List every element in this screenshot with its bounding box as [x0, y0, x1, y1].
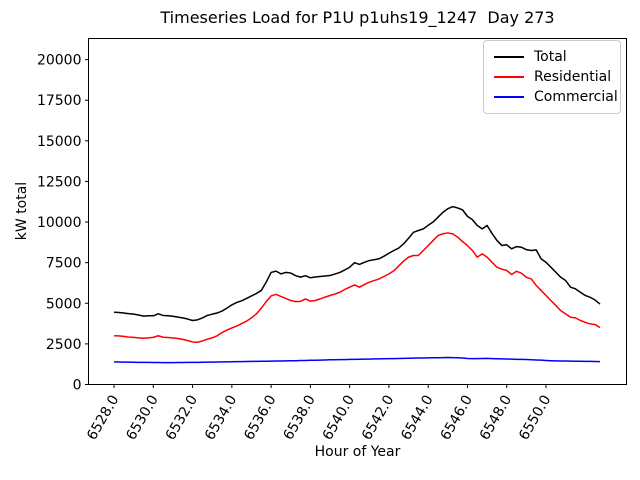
- series-line-commercial: [114, 356, 601, 364]
- legend-entry-commercial: Commercial: [494, 87, 620, 107]
- x-axis-label: Hour of Year: [314, 444, 401, 460]
- x-tick-label: 6546.0: [438, 392, 476, 442]
- legend: Total Residential Commercial: [483, 40, 621, 114]
- x-tick-label: 6538.0: [280, 393, 318, 443]
- x-tick-label: 6536.0: [241, 393, 279, 443]
- y-tick-label: 12500: [37, 174, 82, 190]
- legend-entry-residential: Residential: [494, 67, 620, 87]
- x-tick-label: 6540.0: [320, 393, 358, 443]
- y-tick-label: 15000: [37, 134, 82, 150]
- x-tick-label: 6544.0: [398, 393, 436, 443]
- y-tick-label: 20000: [37, 53, 82, 69]
- x-tick-label: 6534.0: [202, 393, 240, 443]
- legend-label-total: Total: [534, 49, 567, 65]
- x-tick-label: 6530.0: [123, 393, 161, 443]
- y-tick-label: 2500: [46, 337, 82, 353]
- series-line-residential: [114, 232, 601, 344]
- y-tick-label: 10000: [37, 215, 82, 231]
- legend-line-sample-residential: [494, 76, 524, 78]
- x-tick-label: 6550.0: [516, 393, 554, 443]
- x-tick-label: 6532.0: [163, 393, 201, 443]
- legend-entry-total: Total: [494, 47, 620, 67]
- axes-frame: [88, 38, 627, 385]
- chart-title: Timeseries Load for P1U p1uhs19_1247 Day…: [160, 8, 555, 27]
- legend-label-commercial: Commercial: [534, 89, 618, 105]
- y-tick-label: 7500: [46, 256, 82, 272]
- series-line-total: [113, 205, 601, 322]
- x-tick-label: 6528.0: [84, 393, 122, 443]
- legend-label-residential: Residential: [534, 69, 612, 85]
- y-tick-label: 0: [73, 378, 82, 394]
- x-tick-label: 6542.0: [359, 393, 397, 443]
- y-tick-label: 17500: [37, 93, 82, 109]
- legend-line-sample-total: [494, 56, 524, 58]
- x-tick-label: 6548.0: [477, 393, 515, 443]
- y-tick-label: 5000: [46, 296, 82, 312]
- legend-line-sample-commercial: [494, 96, 524, 98]
